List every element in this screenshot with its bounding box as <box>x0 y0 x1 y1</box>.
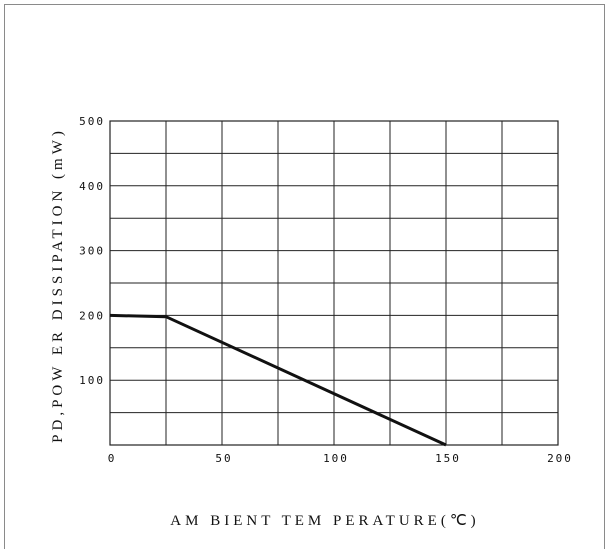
grid <box>110 121 558 445</box>
y-axis-label: PD,POW ER DISSIPATION (mW) <box>50 127 66 443</box>
x-tick-label: 50 <box>215 452 232 465</box>
x-tick-label: 200 <box>547 452 573 465</box>
y-tick-label: 100 <box>79 374 105 387</box>
series-line-power-dissipation <box>109 313 447 447</box>
x-tick-label: 100 <box>323 452 349 465</box>
y-tick-label: 500 <box>79 115 105 128</box>
plot-area-border <box>109 120 559 446</box>
y-tick-labels: 100 200 300 400 500 <box>79 115 105 387</box>
plot-border <box>109 120 559 446</box>
figure-frame <box>4 4 605 549</box>
x-axis-label: AM BIENT TEM PERATURE(℃) <box>170 513 479 529</box>
series-lines <box>109 313 447 447</box>
x-tick-labels: 0 50 100 150 200 <box>108 452 573 465</box>
y-tick-label: 200 <box>79 309 105 322</box>
y-tick-label: 300 <box>79 245 105 258</box>
x-tick-label: 150 <box>435 452 461 465</box>
y-tick-label: 400 <box>79 180 105 193</box>
x-tick-label: 0 <box>108 452 117 465</box>
